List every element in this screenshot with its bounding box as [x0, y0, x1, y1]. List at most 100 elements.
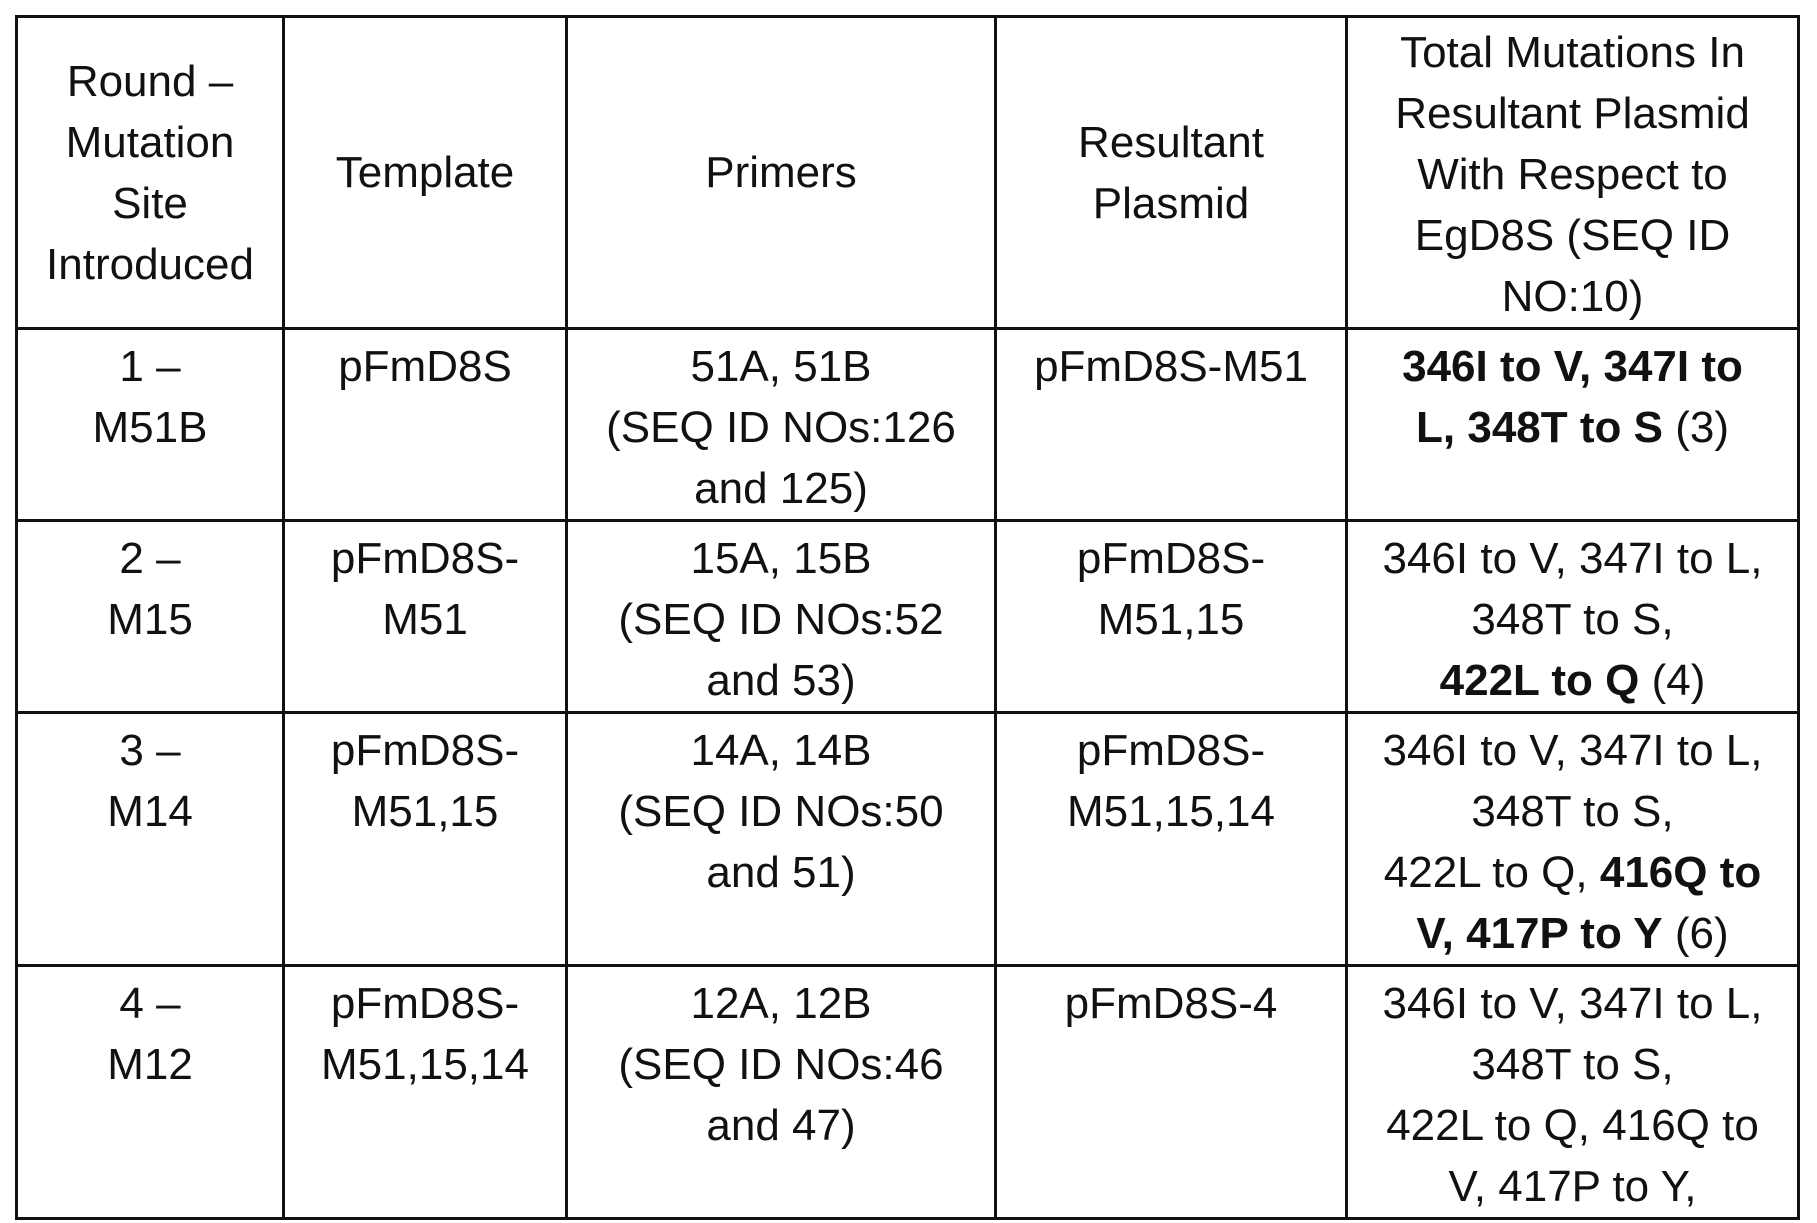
- cell-text: 51A, 51B: [574, 336, 988, 397]
- header-round: Round – Mutation Site Introduced: [17, 17, 284, 329]
- mutation-text: 422L to Q, 416Q to: [1386, 1101, 1759, 1150]
- cell-text: M12: [24, 1034, 276, 1095]
- header-primers: Primers: [567, 17, 996, 329]
- mutation-line: 346I to V, 347I to L,: [1354, 720, 1791, 781]
- cell-mutations: 346I to V, 347I to L, 348T to S, 422L to…: [1347, 966, 1799, 1219]
- cell-text: M14: [24, 781, 276, 842]
- new-mutation-text: L, 348T to S: [1416, 403, 1663, 452]
- cell-primers: 51A, 51B (SEQ ID NOs:126 and 125): [567, 329, 996, 521]
- cell-text: M15: [24, 589, 276, 650]
- mutation-line: V, 417P to Y,: [1354, 1156, 1791, 1217]
- mutation-text: 348T to S,: [1471, 595, 1673, 644]
- cell-primers: 15A, 15B (SEQ ID NOs:52 and 53): [567, 521, 996, 713]
- cell-text: and 125): [574, 458, 988, 519]
- header-row: Round – Mutation Site Introduced Templat…: [17, 17, 1799, 329]
- cell-text: pFmD8S-: [1003, 720, 1339, 781]
- cell-text: M51: [291, 589, 559, 650]
- cell-plasmid: pFmD8S-M51: [996, 329, 1347, 521]
- mutation-text: 348T to S,: [1471, 1040, 1673, 1089]
- mutation-text: V, 417P to Y,: [1449, 1162, 1697, 1211]
- mutation-line: 422L to Q, 416Q to: [1354, 1095, 1791, 1156]
- header-text: Introduced: [24, 234, 276, 295]
- cell-mutations: 346I to V, 347I to L, 348T to S (3): [1347, 329, 1799, 521]
- cell-template: pFmD8S: [284, 329, 567, 521]
- mutation-line: V, 417P to Y (6): [1354, 903, 1791, 964]
- header-resultant-plasmid: Resultant Plasmid: [996, 17, 1347, 329]
- table-row: 4 – M12 pFmD8S- M51,15,14 12A, 12B (SEQ …: [17, 966, 1799, 1219]
- cell-text: 14A, 14B: [574, 720, 988, 781]
- cell-round: 2 – M15: [17, 521, 284, 713]
- mutation-line: 346I to V, 347I to L,: [1354, 528, 1791, 589]
- new-mutation-text: 346I to V, 347I to: [1402, 342, 1743, 391]
- mutation-count: (4): [1639, 656, 1705, 705]
- header-text: Total Mutations In: [1354, 22, 1791, 83]
- cell-text: 15A, 15B: [574, 528, 988, 589]
- cell-text: and 53): [574, 650, 988, 711]
- mutation-text: 348T to S,: [1471, 787, 1673, 836]
- cell-template: pFmD8S- M51,15: [284, 713, 567, 966]
- mutation-table: Round – Mutation Site Introduced Templat…: [15, 15, 1800, 1220]
- cell-text: 3 –: [24, 720, 276, 781]
- mutation-line: 422L to Q, 416Q to: [1354, 842, 1791, 903]
- mutation-count: (6): [1663, 909, 1729, 958]
- mutation-line: 346I to V, 347I to: [1354, 336, 1791, 397]
- cell-text: (SEQ ID NOs:50: [574, 781, 988, 842]
- mutation-count: (3): [1663, 403, 1729, 452]
- mutation-text: 422L to Q,: [1384, 848, 1600, 897]
- cell-text: M51,15,14: [291, 1034, 559, 1095]
- header-text: With Respect to: [1354, 144, 1791, 205]
- header-text: NO:10): [1354, 266, 1791, 327]
- mutation-line: 348T to S,: [1354, 589, 1791, 650]
- header-text: Site: [24, 173, 276, 234]
- cell-text: and 51): [574, 842, 988, 903]
- header-text: Plasmid: [1003, 173, 1339, 234]
- cell-text: M51,15,14: [1003, 781, 1339, 842]
- header-text: Mutation: [24, 112, 276, 173]
- cell-text: 1 –: [24, 336, 276, 397]
- cell-text: pFmD8S-: [291, 973, 559, 1034]
- cell-text: 4 –: [24, 973, 276, 1034]
- table-row: 1 – M51B pFmD8S 51A, 51B (SEQ ID NOs:126…: [17, 329, 1799, 521]
- cell-text: 12A, 12B: [574, 973, 988, 1034]
- header-text: Primers: [574, 142, 988, 203]
- cell-plasmid: pFmD8S- M51,15: [996, 521, 1347, 713]
- new-mutation-text: 416Q to: [1600, 848, 1761, 897]
- header-text: Template: [291, 142, 559, 203]
- mutation-line: 348T to S,: [1354, 781, 1791, 842]
- cell-template: pFmD8S- M51: [284, 521, 567, 713]
- cell-template: pFmD8S- M51,15,14: [284, 966, 567, 1219]
- cell-text: M51,15: [291, 781, 559, 842]
- cell-text: (SEQ ID NOs:126: [574, 397, 988, 458]
- cell-text: M51B: [24, 397, 276, 458]
- new-mutation-text: 422L to Q: [1440, 656, 1640, 705]
- header-text: EgD8S (SEQ ID: [1354, 205, 1791, 266]
- cell-mutations: 346I to V, 347I to L, 348T to S, 422L to…: [1347, 521, 1799, 713]
- mutation-text: 346I to V, 347I to L,: [1382, 726, 1762, 775]
- table-row: 3 – M14 pFmD8S- M51,15 14A, 14B (SEQ ID …: [17, 713, 1799, 966]
- cell-primers: 12A, 12B (SEQ ID NOs:46 and 47): [567, 966, 996, 1219]
- header-text: Round –: [24, 51, 276, 112]
- cell-round: 4 – M12: [17, 966, 284, 1219]
- header-total-mutations: Total Mutations In Resultant Plasmid Wit…: [1347, 17, 1799, 329]
- cell-round: 3 – M14: [17, 713, 284, 966]
- cell-plasmid: pFmD8S-4: [996, 966, 1347, 1219]
- cell-round: 1 – M51B: [17, 329, 284, 521]
- cell-text: pFmD8S-: [1003, 528, 1339, 589]
- cell-text: pFmD8S: [291, 336, 559, 397]
- cell-text: pFmD8S-: [291, 528, 559, 589]
- mutation-line: 346I to V, 347I to L,: [1354, 973, 1791, 1034]
- cell-text: and 47): [574, 1095, 988, 1156]
- new-mutation-text: V, 417P to Y: [1416, 909, 1662, 958]
- cell-text: 2 –: [24, 528, 276, 589]
- cell-plasmid: pFmD8S- M51,15,14: [996, 713, 1347, 966]
- mutation-line: 422L to Q (4): [1354, 650, 1791, 711]
- cell-text: M51,15: [1003, 589, 1339, 650]
- cell-primers: 14A, 14B (SEQ ID NOs:50 and 51): [567, 713, 996, 966]
- table-row: 2 – M15 pFmD8S- M51 15A, 15B (SEQ ID NOs…: [17, 521, 1799, 713]
- cell-text: (SEQ ID NOs:46: [574, 1034, 988, 1095]
- header-template: Template: [284, 17, 567, 329]
- cell-text: pFmD8S-M51: [1003, 336, 1339, 397]
- mutation-text: 346I to V, 347I to L,: [1382, 534, 1762, 583]
- cell-text: pFmD8S-: [291, 720, 559, 781]
- mutation-line: 348T to S,: [1354, 1034, 1791, 1095]
